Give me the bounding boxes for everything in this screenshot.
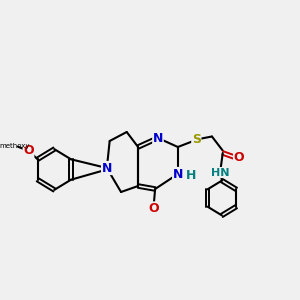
Text: O: O [148,202,159,215]
Text: N: N [173,167,183,181]
Text: N: N [102,161,112,175]
Text: N: N [153,131,163,145]
Text: H: H [186,169,197,182]
Text: methoxy: methoxy [0,143,30,149]
Text: S: S [192,133,201,146]
Text: O: O [23,144,34,158]
Text: O: O [234,151,244,164]
Text: HN: HN [211,167,230,178]
